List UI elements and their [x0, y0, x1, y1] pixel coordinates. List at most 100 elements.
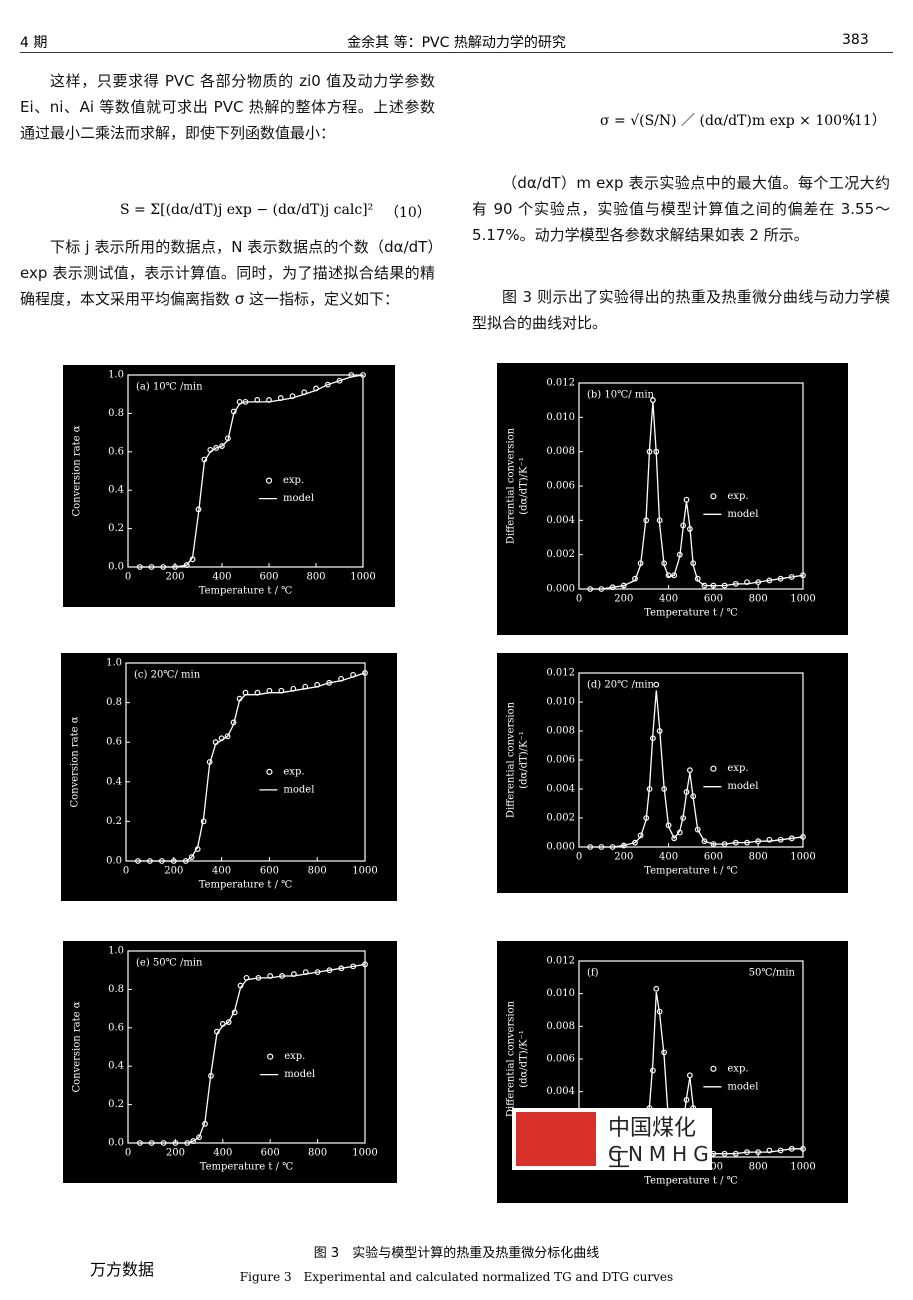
x-tick-label: 0 [125, 1148, 131, 1159]
y-tick-label: 0.010 [546, 988, 575, 999]
equation: σ = √(S/N) ／ (dα/dT)m exp × 100% [600, 113, 856, 129]
x-tick-label: 200 [164, 866, 183, 877]
legend-marker [710, 765, 717, 772]
source: 万方数据 [90, 1260, 155, 1279]
y-axis-label: (dα/dT)/K⁻¹ [519, 731, 530, 789]
data-point [671, 835, 678, 842]
x-tick-label: 0 [576, 852, 582, 863]
x-tick-label: 0 [576, 594, 582, 605]
y-tick-label: 0.0 [108, 562, 124, 573]
x-tick-label: 400 [659, 852, 678, 863]
model-line [590, 690, 804, 848]
y-tick-label: 0.012 [546, 956, 575, 967]
legend-label: exp. [727, 763, 748, 774]
model-line [139, 374, 364, 568]
data-point [686, 767, 693, 774]
y-tick-label: 0.8 [108, 408, 124, 419]
x-tick-label: 200 [165, 572, 184, 583]
y-axis-label: (dα/dT)/K⁻¹ [519, 457, 530, 515]
y-tick-label: 0.6 [108, 1022, 124, 1033]
x-axis-label: Temperature t / ℃ [200, 1162, 294, 1173]
model-line [139, 963, 366, 1144]
x-tick-label: 600 [259, 572, 278, 583]
y-tick-label: 0.012 [546, 378, 575, 389]
paragraph: 这样，只要求得 PVC 各部分物质的 zi0 值及动力学参数 Ei、ni、Ai … [20, 72, 435, 142]
legend-marker [266, 768, 273, 776]
panel-label: (a) 10℃ /min [136, 382, 203, 393]
x-tick-label: 400 [212, 572, 231, 583]
equation-number: （10） [385, 205, 431, 221]
y-tick-label: 0.2 [106, 816, 122, 827]
watermark-text: 中国煤化工 [608, 1116, 697, 1173]
x-tick-label: 400 [659, 594, 678, 605]
x-tick-label: 0 [123, 866, 129, 877]
data-point [653, 681, 660, 688]
y-axis-label: (dα/dT)/K⁻¹ [519, 1030, 530, 1088]
data-point [336, 377, 343, 384]
data-point [196, 1134, 203, 1141]
plot-frame [127, 950, 366, 1144]
chart-background [497, 653, 848, 893]
x-tick-label: 400 [213, 1148, 232, 1159]
y-tick-label: 0.4 [108, 485, 124, 496]
chart: 0 200 400 600 800 1000 0.000 0.002 0.004 0.006 0.0… [497, 363, 848, 635]
x-tick-label: 800 [308, 1148, 327, 1159]
chart: 0 200 400 600 800 1000 0.000 0.002 0.004 0.006 0.0… [497, 653, 848, 893]
x-tick-label: 1000 [790, 1162, 815, 1173]
legend-label: model [283, 493, 314, 504]
chart: 0 200 400 600 800 1000 0.0 0.2 0.4 0.6 0.8 1.0 (e) 5… [63, 941, 397, 1183]
x-tick-label: 200 [166, 1148, 185, 1159]
panel-label: (c) 20℃/ min [134, 670, 201, 681]
x-tick-label: 800 [749, 1162, 768, 1173]
data-point [219, 443, 225, 449]
y-tick-label: 0.8 [106, 697, 122, 708]
y-axis-label: Conversion rate α [72, 1001, 83, 1092]
x-tick-label: 0 [125, 572, 131, 583]
x-tick-label: 600 [260, 866, 279, 877]
data-point [213, 445, 220, 451]
x-axis-label: Temperature t / ℃ [644, 1176, 738, 1187]
y-axis-label: Conversion rate α [70, 716, 81, 807]
y-tick-label: 0.002 [546, 813, 575, 824]
paragraph: （dα/dT）m exp 表示实验点中的最大值。每个工况大约有 90 个实验点，… [472, 174, 890, 244]
y-tick-label: 0.4 [106, 776, 122, 787]
issue: 4 期 [20, 35, 48, 51]
y-tick-label: 0.010 [546, 697, 575, 708]
x-tick-label: 1000 [790, 852, 815, 863]
y-tick-label: 0.008 [546, 726, 575, 737]
legend-label: model [727, 509, 758, 520]
y-tick-label: 0.2 [108, 1099, 124, 1110]
chart-background [497, 363, 848, 635]
legend-marker [265, 477, 273, 484]
y-tick-label: 0.6 [108, 446, 124, 457]
y-axis-label: Conversion rate α [72, 425, 83, 516]
y-axis-label: Differential conversion [506, 427, 517, 544]
chart: 0 200 400 600 800 1000 0.0 0.2 0.4 0.6 0.8 1.0 (c) 2… [61, 653, 397, 901]
legend-label: model [727, 1081, 758, 1092]
plot-frame [125, 662, 366, 862]
paragraph: 下标 j 表示所用的数据点，N 表示数据点的个数（dα/dT）exp 表示测试值… [20, 238, 435, 308]
paragraph: 图 3 则示出了实验得出的热重及热重微分曲线与动力学模型拟合的曲线对比。 [472, 288, 890, 332]
y-axis-label: Differential conversion [506, 1000, 517, 1117]
data-point [362, 670, 368, 676]
x-axis-label: Temperature t / ℃ [644, 608, 738, 619]
data-point [653, 985, 660, 992]
y-tick-label: 1.0 [108, 946, 124, 957]
y-axis-label: Differential conversion [506, 701, 517, 818]
legend-label: model [283, 784, 314, 795]
y-tick-label: 0.010 [546, 412, 575, 423]
data-point [324, 381, 331, 388]
y-tick-label: 0.004 [546, 515, 575, 526]
y-tick-label: 0.006 [546, 755, 575, 766]
panel-label: (f) [587, 968, 599, 979]
legend-marker [710, 493, 717, 500]
x-tick-label: 600 [704, 852, 723, 863]
x-tick-label: 1000 [352, 1148, 377, 1159]
model-line [137, 672, 366, 862]
y-tick-label: 0.6 [106, 737, 122, 748]
plot-frame [127, 374, 364, 568]
legend-label: model [284, 1069, 315, 1080]
data-point [671, 572, 678, 579]
equation: S = Σ[(dα/dT)j exp − (dα/dT)j calc]² [120, 202, 374, 218]
